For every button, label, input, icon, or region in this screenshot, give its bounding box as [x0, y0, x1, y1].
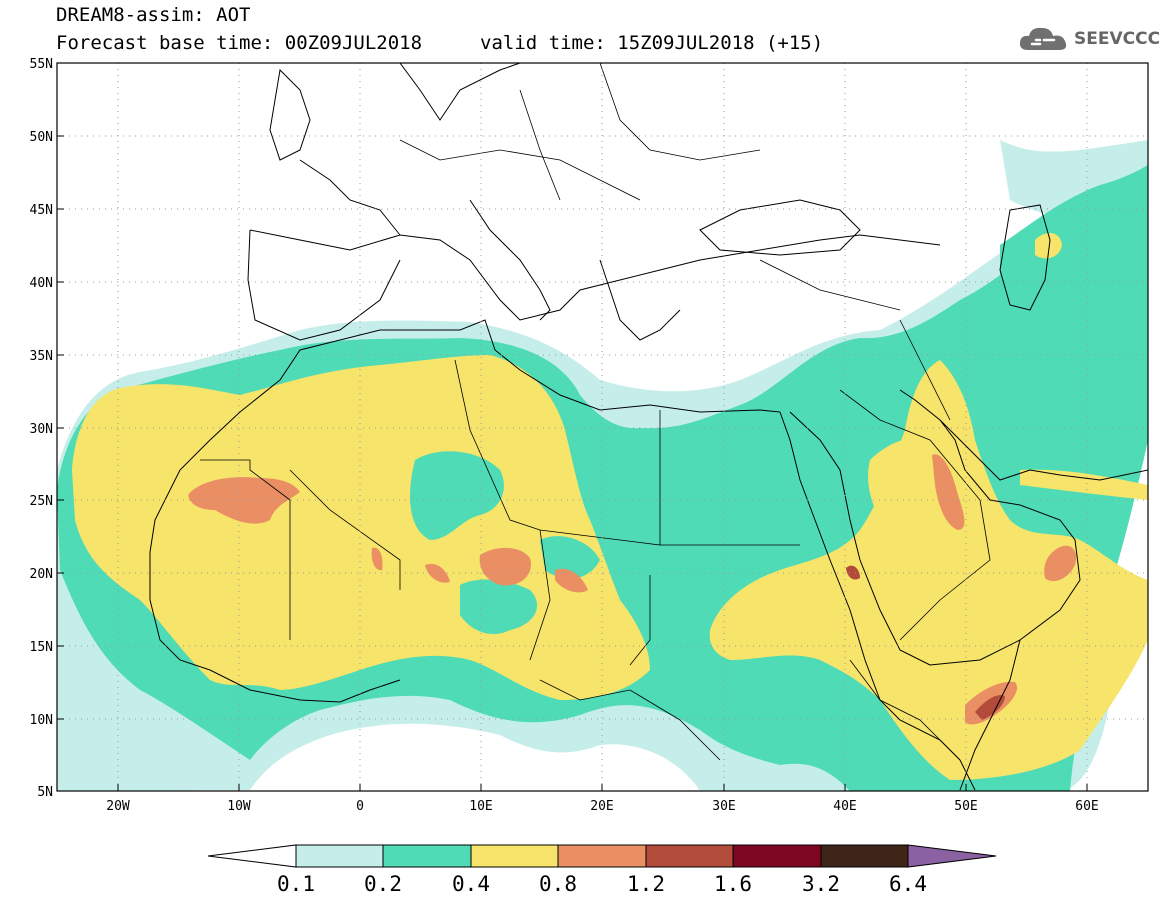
coastlines	[149, 63, 1148, 791]
colorbar-swatch-3.2	[820, 844, 909, 868]
border-turkey	[759, 259, 901, 311]
colorbar-label-2: 0.4	[452, 872, 490, 896]
aot-band-0.8-algeria	[371, 547, 383, 571]
colorbar-swatch-1.2	[645, 844, 734, 868]
lat-label-40n: 40N	[30, 276, 53, 291]
seevccc-logo: SEEVCCC	[1018, 24, 1160, 54]
map-area	[56, 62, 1149, 792]
lat-label-30n: 30N	[30, 422, 53, 437]
aot-band-0.8-sudan	[555, 568, 588, 593]
british-isles	[269, 68, 311, 161]
cloud-icon	[1019, 27, 1067, 50]
graticule	[57, 63, 1148, 791]
lat-label-5n: 5N	[37, 785, 53, 800]
france-coast	[299, 159, 401, 236]
arabia-coast	[789, 389, 1081, 666]
aot-band-0.4-caspian	[1035, 233, 1062, 259]
aot-band-1.2-eritrea	[846, 565, 860, 580]
lat-label-20n: 20N	[30, 567, 53, 582]
lon-label-20w: 20W	[106, 799, 130, 814]
persian-gulf	[939, 419, 1148, 481]
somalia-coast	[959, 639, 1021, 791]
lat-label-10n: 10N	[30, 713, 53, 728]
lat-label-35n: 35N	[30, 349, 53, 364]
aot-band-0.4-gulf	[1020, 469, 1148, 500]
iberia	[247, 229, 401, 341]
lon-label-20e: 20E	[590, 799, 613, 814]
colorbar-label-1: 0.2	[364, 872, 402, 896]
tick-marks	[57, 62, 1088, 792]
border-central-africa	[539, 679, 721, 761]
border-sudan-chad	[629, 575, 651, 666]
scandinavia	[399, 63, 521, 121]
lon-label-40e: 40E	[833, 799, 856, 814]
border-algeria-mali	[289, 469, 401, 590]
valid-time: valid time: 15Z09JUL2018 (+15)	[480, 32, 824, 54]
aot-hole-sudan	[540, 536, 600, 579]
africa-north-coast	[149, 319, 781, 553]
greece	[599, 259, 681, 341]
lon-label-10e: 10E	[469, 799, 492, 814]
border-europe-a	[399, 139, 641, 201]
lon-label-60e: 60E	[1075, 799, 1098, 814]
colorbar-label-7: 6.4	[889, 872, 927, 896]
lon-label-30e: 30E	[712, 799, 735, 814]
lat-label-55n: 55N	[30, 57, 53, 72]
aot-band-0.4-arabia	[868, 437, 1080, 657]
border-mauritania	[200, 459, 291, 640]
lat-labels: 55N 50N 45N 40N 35N 30N 25N 20N 15N 10N …	[30, 57, 53, 800]
lat-label-45n: 45N	[30, 203, 53, 218]
aot-hole-niger	[460, 579, 538, 635]
aot-band-0.2-n	[1000, 165, 1148, 296]
border-europe-b	[519, 89, 561, 201]
map-title: DREAM8-assim: AOT	[56, 4, 251, 26]
colorbar	[207, 844, 997, 868]
aot-band-0.8-chad	[479, 547, 531, 586]
colorbar-label-0: 0.1	[277, 872, 315, 896]
colorbar-swatch-0.8	[557, 844, 647, 868]
border-iraq-iran	[899, 319, 951, 421]
border-chad	[529, 529, 551, 661]
colorbar-label-6: 3.2	[802, 872, 840, 896]
aot-band-0.8-saudi	[932, 454, 965, 530]
lon-labels: 20W 10W 0 10E 20E 30E 40E 50E 60E	[106, 799, 1098, 814]
country-borders	[200, 63, 991, 761]
lon-label-10w: 10W	[227, 799, 251, 814]
colorbar-label-5: 1.6	[714, 872, 752, 896]
colorbar-swatch-0.2	[382, 844, 472, 868]
africa-west-coast	[149, 552, 401, 703]
europe-south-coast	[249, 229, 941, 321]
base-time: Forecast base time: 00Z09JUL2018	[56, 32, 423, 54]
lat-label-25n: 25N	[30, 494, 53, 509]
lat-label-15n: 15N	[30, 640, 53, 655]
aot-hole-mali	[410, 451, 504, 540]
lat-label-50n: 50N	[30, 130, 53, 145]
black-sea	[699, 199, 861, 256]
caspian-sea	[999, 204, 1051, 311]
border-libya	[454, 359, 661, 546]
lon-label-50e: 50E	[954, 799, 977, 814]
aot-band-0.8-niger	[425, 563, 450, 583]
border-ethiopia	[849, 659, 961, 761]
colorbar-swatch-1.6	[732, 844, 822, 868]
logo-text: SEEVCCC	[1074, 29, 1161, 49]
border-saudi	[839, 389, 991, 641]
colorbar-over	[907, 844, 997, 868]
aot-band-1.2-somalia	[975, 694, 1005, 720]
lon-label-0: 0	[356, 799, 364, 814]
aot-band-0.8-oman	[1044, 545, 1077, 582]
italy	[469, 199, 551, 321]
colorbar-swatch-0.1	[295, 844, 384, 868]
border-europe-c	[599, 63, 761, 161]
colorbar-label-4: 1.2	[627, 872, 665, 896]
colorbar-swatch-0.4	[470, 844, 559, 868]
time-info: Forecast base time: 00Z09JUL2018 valid ti…	[56, 32, 823, 54]
colorbar-under	[207, 844, 297, 868]
colorbar-labels: 0.1 0.2 0.4 0.8 1.2 1.6 3.2 6.4	[277, 872, 927, 896]
colorbar-label-3: 0.8	[539, 872, 577, 896]
